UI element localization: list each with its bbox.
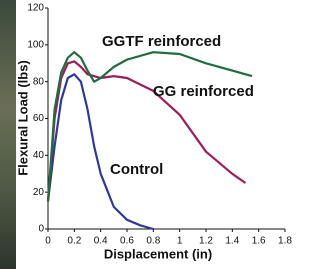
series-label: GGTF reinforced — [102, 33, 221, 50]
x-tick-label: 0.2 — [67, 236, 81, 247]
x-tick-label: 1 — [177, 236, 183, 247]
y-tick-label: 100 — [27, 39, 44, 50]
x-tick-label: 0.6 — [120, 236, 134, 247]
series-line — [48, 52, 252, 201]
x-tick-label: 1.6 — [252, 236, 266, 247]
background-photo — [0, 0, 16, 269]
y-tick-label: 80 — [33, 76, 45, 87]
x-tick-label: 1.8 — [278, 236, 292, 247]
y-tick-label: 60 — [33, 113, 45, 124]
y-tick-label: 20 — [33, 187, 45, 198]
x-tick-label: 0.4 — [94, 236, 108, 247]
chart: Displacement (in) Flexural Load (lbs) 0 2… — [0, 0, 297, 269]
x-tick-label: 0 — [45, 236, 51, 247]
y-axis-title: Flexural Load (lbs) — [15, 60, 30, 176]
y-tick-label: 120 — [27, 3, 44, 14]
y-tick-label: 0 — [38, 224, 44, 235]
x-tick-label: 1.4 — [225, 236, 239, 247]
series-label: Control — [110, 161, 163, 178]
y-tick-label: 40 — [33, 150, 45, 161]
x-tick-label: 1.2 — [199, 236, 213, 247]
series-label: GG reinforced — [153, 83, 254, 100]
x-axis-title: Displacement (in) — [104, 246, 212, 261]
x-tick-label: 0.8 — [146, 236, 160, 247]
series-line — [48, 74, 153, 229]
